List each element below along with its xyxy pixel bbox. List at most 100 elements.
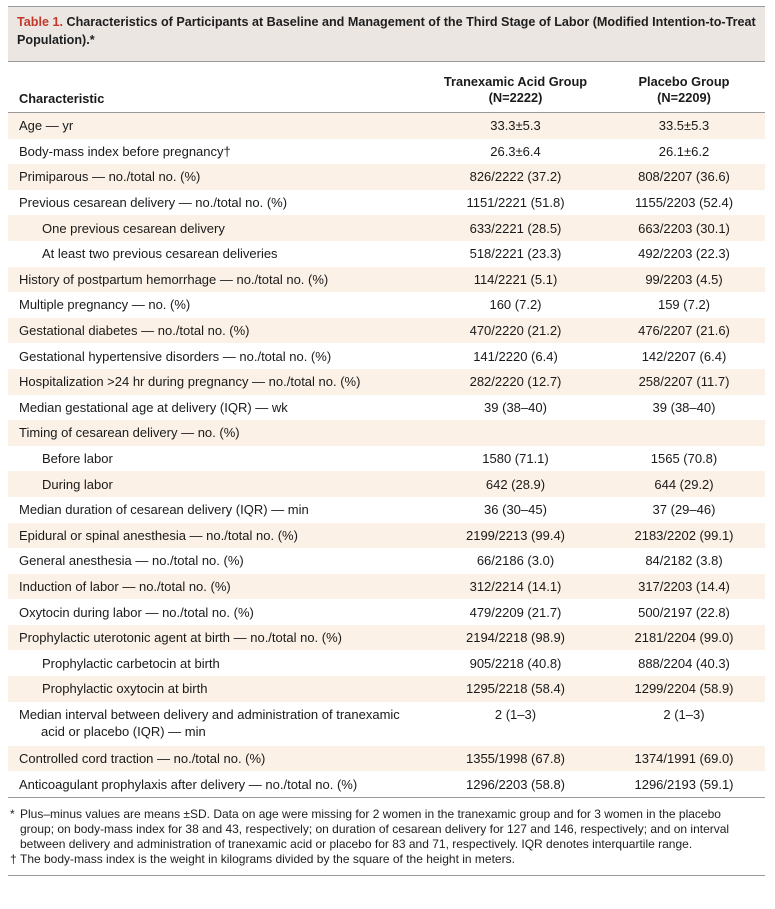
footnote-text: Plus–minus values are means ±SD. Data on… <box>20 806 730 851</box>
row-label: Median gestational age at delivery (IQR)… <box>19 399 288 415</box>
row-tranexamic-value: 2199/2213 (99.4) <box>465 527 566 543</box>
row-label: Before labor <box>42 451 113 467</box>
row-tranexamic-value: 633/2221 (28.5) <box>469 220 562 236</box>
row-placebo-value: 492/2203 (22.3) <box>638 246 730 262</box>
row-placebo-value: 37 (29–46) <box>652 502 716 518</box>
footnote-text: The body-mass index is the weight in kil… <box>20 851 515 866</box>
row-placebo-value: 2 (1–3) <box>663 706 705 722</box>
row-placebo-value: 317/2203 (14.4) <box>638 578 730 594</box>
header-placebo: Placebo Group (N=2209) <box>603 74 765 106</box>
table-row: During labor 642 (28.9) 644 (29.2) <box>8 471 765 497</box>
row-label: General anesthesia — no./total no. (%) <box>19 553 244 569</box>
footnote: * Plus–minus values are means ±SD. Data … <box>10 807 757 852</box>
row-placebo-value: 663/2203 (30.1) <box>638 220 730 236</box>
table-row: Epidural or spinal anesthesia — no./tota… <box>8 522 765 549</box>
table-row: Multiple pregnancy — no. (%) 160 (7.2) 1… <box>8 292 765 318</box>
row-tranexamic-value: 39 (38–40) <box>484 399 547 415</box>
table-row: One previous cesarean delivery 633/2221 … <box>8 215 765 241</box>
row-label: Prophylactic oxytocin at birth <box>42 681 208 697</box>
table-row: Age — yr 33.3±5.3 33.5±5.3 <box>8 113 765 139</box>
row-placebo-value: 2181/2204 (99.0) <box>634 630 734 646</box>
row-tranexamic-value: 826/2222 (37.2) <box>469 169 562 185</box>
row-label: Age — yr <box>19 118 74 134</box>
table-1: Table 1. Characteristics of Participants… <box>8 6 765 876</box>
table-label: Table 1. <box>17 15 63 29</box>
table-row: History of postpartum hemorrhage — no./t… <box>8 266 765 293</box>
row-placebo-value: 888/2204 (40.3) <box>638 655 730 671</box>
row-label: Previous cesarean delivery — no./total n… <box>19 195 288 211</box>
row-placebo-value: 26.1±6.2 <box>658 143 710 159</box>
table-row: Median interval between delivery and adm… <box>8 702 765 746</box>
row-tranexamic-value: 1296/2203 (58.8) <box>465 776 566 792</box>
table-row: Prophylactic oxytocin at birth 1295/2218… <box>8 676 765 702</box>
row-placebo-value: 1299/2204 (58.9) <box>634 681 734 697</box>
table-row: Prophylactic carbetocin at birth 905/221… <box>8 650 765 676</box>
row-label: Multiple pregnancy — no. (%) <box>19 297 191 313</box>
row-tranexamic-value: 282/2220 (12.7) <box>469 374 562 390</box>
row-tranexamic-value: 470/2220 (21.2) <box>469 323 562 339</box>
table-row: General anesthesia — no./total no. (%) 6… <box>8 548 765 574</box>
table-row: Prophylactic uterotonic agent at birth —… <box>8 624 765 651</box>
table-caption: Table 1. Characteristics of Participants… <box>8 6 765 61</box>
row-label: Gestational diabetes — no./total no. (%) <box>19 323 250 339</box>
row-placebo-value: 142/2207 (6.4) <box>641 348 727 364</box>
row-label: History of postpartum hemorrhage — no./t… <box>19 271 329 287</box>
row-label: Primiparous — no./total no. (%) <box>19 169 201 185</box>
row-tranexamic-value: 1355/1998 (67.8) <box>465 750 566 766</box>
row-tranexamic-value: 66/2186 (3.0) <box>476 553 555 569</box>
row-label: Oxytocin during labor — no./total no. (%… <box>19 604 254 620</box>
row-placebo-value: 1155/2203 (52.4) <box>634 195 734 211</box>
table-row: Body-mass index before pregnancy† 26.3±6… <box>8 139 765 165</box>
row-label: Prophylactic carbetocin at birth <box>42 655 220 671</box>
row-label: During labor <box>42 476 113 492</box>
header-tranexamic-name: Tranexamic Acid Group <box>443 74 588 89</box>
table-row: Median duration of cesarean delivery (IQ… <box>8 497 765 523</box>
row-placebo-value: 99/2203 (4.5) <box>645 271 723 287</box>
row-placebo-value: 500/2197 (22.8) <box>638 604 730 620</box>
row-placebo-value: 1296/2193 (59.1) <box>634 776 734 792</box>
header-tranexamic-n: (N=2222) <box>488 90 543 105</box>
row-label: Prophylactic uterotonic agent at birth —… <box>19 630 343 646</box>
row-tranexamic-value: 1295/2218 (58.4) <box>465 681 566 697</box>
row-tranexamic-value: 1580 (71.1) <box>482 451 549 467</box>
row-tranexamic-value: 114/2221 (5.1) <box>473 271 558 287</box>
row-placebo-value: 808/2207 (36.6) <box>638 169 730 185</box>
header-placebo-name: Placebo Group <box>638 74 730 89</box>
row-label: Body-mass index before pregnancy† <box>19 143 231 159</box>
row-tranexamic-value: 2194/2218 (98.9) <box>465 630 566 646</box>
row-tranexamic-value: 312/2214 (14.1) <box>469 578 562 594</box>
row-label: At least two previous cesarean deliverie… <box>42 246 278 262</box>
row-tranexamic-value: 141/2220 (6.4) <box>473 348 558 364</box>
row-placebo-value: 39 (38–40) <box>652 399 716 415</box>
table-body: Age — yr 33.3±5.3 33.5±5.3 Body-mass ind… <box>8 113 765 797</box>
footnote-mark: * <box>10 806 15 821</box>
table-row: Oxytocin during labor — no./total no. (%… <box>8 599 765 625</box>
row-label-line1: Median interval between delivery and adm… <box>19 706 400 722</box>
row-tranexamic-value: 518/2221 (23.3) <box>469 246 562 262</box>
row-tranexamic-value: 642 (28.9) <box>485 476 546 492</box>
row-label: Epidural or spinal anesthesia — no./tota… <box>19 527 298 543</box>
row-placebo-value: 84/2182 (3.8) <box>645 553 723 569</box>
table-row: Controlled cord traction — no./total no.… <box>8 745 765 772</box>
header-placebo-n: (N=2209) <box>657 90 711 105</box>
table-row: Before labor 1580 (71.1) 1565 (70.8) <box>8 446 765 472</box>
row-placebo-value: 644 (29.2) <box>654 476 714 492</box>
row-tranexamic-value: 26.3±6.4 <box>490 143 541 159</box>
table-bottom-rule <box>8 796 765 798</box>
row-placebo-value: 2183/2202 (99.1) <box>634 527 734 543</box>
footnotes: * Plus–minus values are means ±SD. Data … <box>8 798 765 867</box>
table-row: Induction of labor — no./total no. (%) 3… <box>8 573 765 600</box>
row-placebo-value: 33.5±5.3 <box>658 118 710 134</box>
row-label: Gestational hypertensive disorders — no.… <box>19 348 332 364</box>
row-label-line2: acid or placebo (IQR) — min <box>41 723 206 739</box>
row-tranexamic-value: 2 (1–3) <box>494 706 537 722</box>
table-row: Previous cesarean delivery — no./total n… <box>8 190 765 216</box>
page-bottom-rule <box>8 874 765 876</box>
table-row: Anticoagulant prophylaxis after delivery… <box>8 771 765 797</box>
row-tranexamic-value: 479/2209 (21.7) <box>469 604 562 620</box>
row-label: Anticoagulant prophylaxis after delivery… <box>19 776 358 792</box>
row-placebo-value: 159 (7.2) <box>657 297 711 313</box>
table-row: Primiparous — no./total no. (%) 826/2222… <box>8 164 765 190</box>
header-tranexamic: Tranexamic Acid Group (N=2222) <box>428 74 603 106</box>
row-tranexamic-value: 160 (7.2) <box>489 297 542 313</box>
